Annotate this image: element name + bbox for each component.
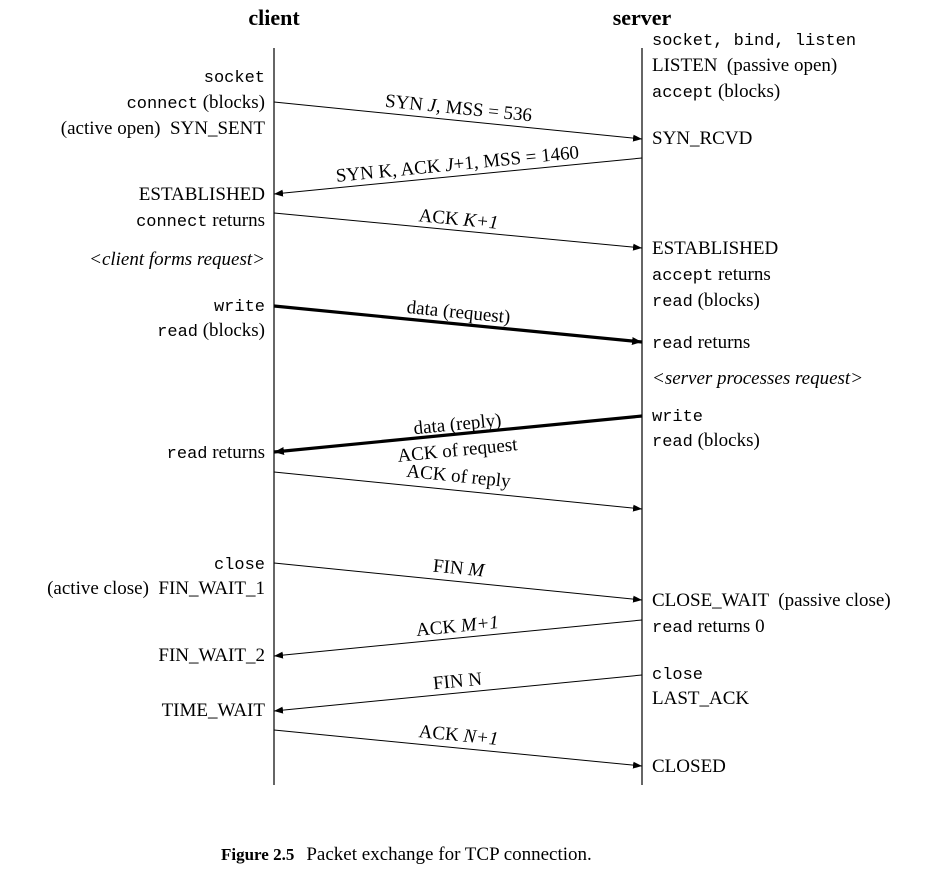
server-read-returns-0-label: read returns 0 xyxy=(652,616,765,638)
server-processes-request-label: <server processes request> xyxy=(652,368,863,389)
server-closed-label: CLOSED xyxy=(652,756,726,777)
client-active-close-label: (active close) FIN_WAIT_1 xyxy=(47,578,265,599)
server-write-label: write xyxy=(652,408,703,427)
fin-n-arrow xyxy=(273,674,643,714)
server-socket-bind-listen-label: socket, bind, listen xyxy=(652,32,856,51)
client-forms-request-label: <client forms request> xyxy=(89,249,265,270)
server-syn-rcvd-label: SYN_RCVD xyxy=(652,128,752,149)
server-last-ack-label: LAST_ACK xyxy=(652,688,749,709)
data-reply-arrow xyxy=(273,414,643,456)
ack-k-arrow xyxy=(273,212,643,251)
client-active-open-label: (active open) SYN_SENT xyxy=(61,118,266,139)
client-close-label: close xyxy=(214,556,265,575)
server-accept-blocks-label: accept (blocks) xyxy=(652,81,780,103)
syn-j-arrow xyxy=(273,101,643,142)
client-time-wait-label: TIME_WAIT xyxy=(162,700,266,721)
client-established-label: ESTABLISHED xyxy=(139,184,265,205)
ack-m-arrow xyxy=(273,619,643,659)
server-header: server xyxy=(613,5,672,30)
ack-n-arrow xyxy=(273,729,643,769)
server-read2-blocks-label: read (blocks) xyxy=(652,430,760,452)
client-read-returns-label: read returns xyxy=(167,442,265,464)
server-read-returns-label: read returns xyxy=(652,332,750,354)
data-request-arrow xyxy=(273,304,643,346)
data-reply-message-label: data (reply) xyxy=(413,410,503,439)
client-socket-label: socket xyxy=(204,69,265,88)
ack-reply-arrow xyxy=(273,471,643,512)
client-read-blocks-label: read (blocks) xyxy=(157,320,265,342)
server-close-label: close xyxy=(652,666,703,685)
server-established-label: ESTABLISHED xyxy=(652,238,778,259)
client-write-label: write xyxy=(214,298,265,317)
fin-m-arrow xyxy=(273,562,643,603)
server-read-blocks-label: read (blocks) xyxy=(652,290,760,312)
syn-k-arrow xyxy=(273,157,643,197)
client-header: client xyxy=(248,5,300,30)
server-close-wait-label: CLOSE_WAIT (passive close) xyxy=(652,590,891,611)
syn-k-message-label: SYN K, ACK J+1, MSS = 1460 xyxy=(335,142,580,187)
server-accept-returns-label: accept returns xyxy=(652,264,771,286)
figure-caption: Figure 2.5 Packet exchange for TCP connec… xyxy=(221,844,592,865)
fin-m-message-label: FIN M xyxy=(432,556,486,582)
client-fin-wait-2-label: FIN_WAIT_2 xyxy=(158,645,265,666)
client-connect-label: connect (blocks) xyxy=(127,92,265,114)
server-listen-label: LISTEN (passive open) xyxy=(652,55,837,76)
client-connect-returns-label: connect returns xyxy=(136,210,265,232)
ack-of-reply-message-label: ACK of reply xyxy=(406,461,513,492)
ack-n-message-label: ACK N+1 xyxy=(418,721,500,750)
ack-k-message-label: ACK K+1 xyxy=(418,205,499,233)
ack-m-message-label: ACK M+1 xyxy=(415,612,500,641)
fin-n-message-label: FIN N xyxy=(432,669,483,695)
